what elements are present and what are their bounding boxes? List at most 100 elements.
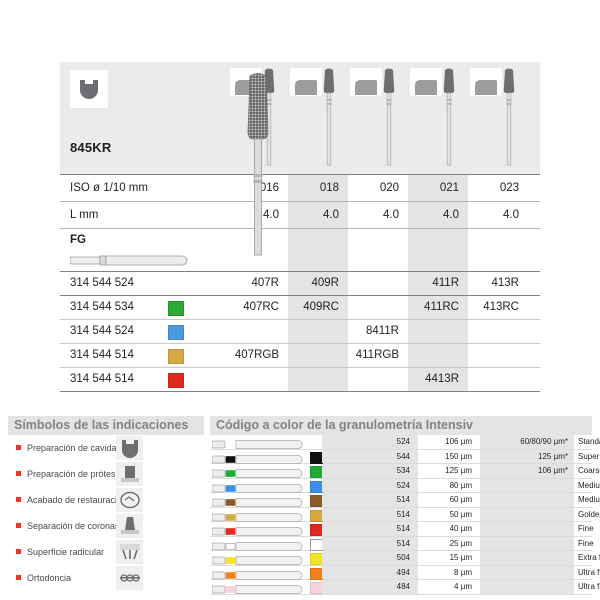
spec-cell: 023 [499,182,519,194]
grit-row: 534 125 µm 106 µm* Coarse [210,464,600,479]
spec-cell: 021 [408,175,468,201]
grit-row: 514 60 µm Medium [210,493,600,508]
grit-name: Fine [578,538,594,548]
bur-shape-icon [70,70,108,108]
grit-alt-size [480,580,574,594]
order-cell[interactable]: 4413R [408,368,468,391]
tooth-chip-icon [410,68,442,96]
bur-variant-020 [348,62,408,174]
grit-row: 514 50 µm Golden Burs GB [210,507,600,522]
shank-label: FG [70,234,86,246]
bur-strip-icon [211,495,308,513]
order-cell[interactable] [468,320,528,343]
shank-illustration [69,253,198,271]
grit-color-table: Código a color de la granulometría Inten… [210,416,600,595]
order-cell[interactable]: 411R [408,272,468,295]
spec-cell: 4.0 [503,209,519,221]
order-cell[interactable] [408,344,468,367]
order-cell[interactable]: 407RC [243,301,279,313]
order-cell[interactable] [468,344,528,367]
tooth-chip-icon [470,68,502,96]
grit-name: Fine [578,524,594,533]
order-rows: 314 544 524 407R 409R 411R 413R 314 544 534 40… [60,272,540,392]
bur-strip-icon [211,553,308,571]
legend-item-label: Ortodoncia [27,573,72,583]
order-cell[interactable]: 407R [251,277,280,289]
order-cell[interactable] [348,296,408,319]
order-cell[interactable] [348,368,408,391]
bur-strip-icon [211,437,308,455]
order-cell[interactable]: 413R [491,277,520,289]
grit-color-swatch [168,349,184,364]
grit-reference: 514 [322,507,418,521]
grit-alt-size [480,522,574,536]
order-cell[interactable] [228,368,288,391]
order-cell[interactable]: 411RC [408,296,468,319]
order-cell[interactable] [228,320,288,343]
grit-reference: 524 [322,478,418,492]
order-cell[interactable]: 411RGB [355,349,399,361]
bur-illustration [318,66,340,175]
grit-name: Standard [578,437,600,446]
order-cell[interactable]: 8411R [365,325,399,337]
restoration-finishing-icon [116,488,143,512]
grit-reference: 514 [322,536,418,550]
grit-reference: 514 [322,522,418,536]
grit-name: Ultra fine [578,582,600,591]
bur-strip-icon [211,452,308,470]
grit-reference: 504 [322,551,418,565]
order-cell[interactable] [408,320,468,343]
spec-cell: 4.0 [383,209,399,221]
order-cell[interactable]: 409R [288,272,348,295]
order-cell[interactable]: 407RGB [234,349,279,361]
grit-size: 150 µm [445,451,472,461]
illustration-band: 845KR [60,62,540,256]
legend-item-label: Superficie radicular [27,547,105,557]
grit-name: Ultra fine [578,567,600,577]
order-cell[interactable] [288,344,348,367]
grit-reference: 544 [322,449,418,463]
bullet-marker [16,575,21,580]
table-row: 314 544 514 4413R [60,368,540,392]
spec-cell: 4.0 [263,209,279,221]
grit-size: 125 µm [445,466,472,475]
order-cell[interactable] [288,368,348,391]
cavity-prep-icon [116,436,143,460]
grit-alt-size [480,478,574,492]
bullet-marker [16,445,21,450]
grit-alt-size: 125 µm* [480,449,574,463]
legend-item: Ortodoncia [8,565,204,591]
order-reference: 314 544 514 [70,349,134,361]
grit-alt-size [480,507,574,521]
grit-color-swatch [168,301,184,316]
order-cell[interactable]: 413RC [483,301,519,313]
grit-name: Golden Burs GB [578,509,600,519]
legend-item: Separación de coronas [8,513,204,539]
legend-item-label: Separación de coronas [27,521,120,531]
table-row: 314 544 524 8411R [60,320,540,344]
bur-illustration [378,66,400,175]
order-cell[interactable] [348,272,408,295]
bullet-marker [16,471,21,476]
tooth-chip-icon [290,68,322,96]
bur-strip-icon [211,568,308,586]
grit-row: 544 150 µm 125 µm* Super coarse [210,449,600,464]
bur-strip-icon [211,481,308,499]
grit-size: 15 µm [449,553,472,562]
table-row: 314 544 514 407RGB 411RGB [60,344,540,368]
table-row: 314 544 534 407RC 409RC 411RC 413RC [60,296,540,320]
grit-alt-size: 106 µm* [480,464,574,478]
bur-variants-row [228,62,540,174]
orthodontics-icon [116,566,143,590]
main-bur-illustration [238,70,278,265]
root-surface-icon [116,540,143,564]
column-shade [408,229,468,271]
order-cell[interactable] [468,368,528,391]
spec-label-length: L mm [70,209,99,221]
grit-size: 8 µm [454,567,472,577]
order-cell[interactable] [288,320,348,343]
grit-row: 524 106 µm 60/80/90 µm* Standard [210,435,600,450]
legend-item-label: Preparación de prótesis [27,469,123,479]
grit-name: Medium [578,480,600,490]
order-cell[interactable]: 409RC [288,296,348,319]
